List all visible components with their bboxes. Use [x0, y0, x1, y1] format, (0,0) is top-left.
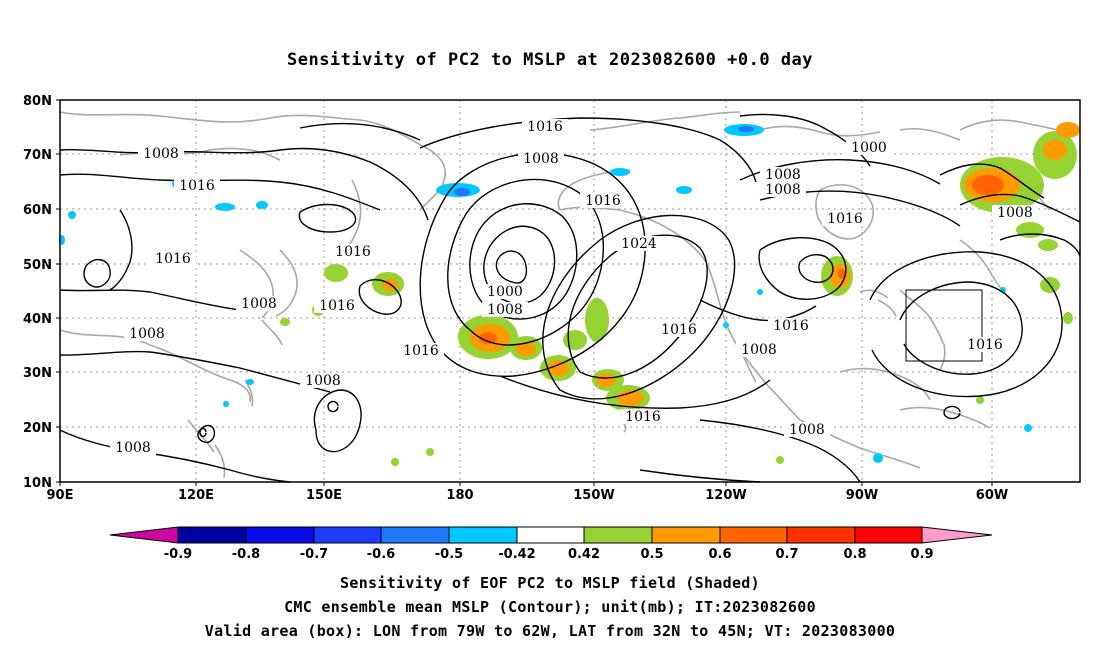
- contour-label: 1016: [625, 409, 661, 425]
- colorbar-label: -0.42: [498, 547, 535, 562]
- map-title: Sensitivity of PC2 to MSLP at 2023082600…: [286, 50, 813, 70]
- lat-label: 50N: [23, 258, 52, 273]
- colorbar-segment: [719, 526, 788, 544]
- colorbar-label: 0.6: [708, 547, 731, 562]
- contour-label: 1000: [851, 140, 887, 156]
- latitude-labels: 80N 70N 60N 50N 40N 30N 20N 10N: [23, 94, 52, 491]
- lat-label: 60N: [23, 203, 52, 218]
- lat-label: 10N: [23, 476, 52, 491]
- lon-label: 120E: [178, 488, 214, 503]
- contour-label: 1008: [523, 151, 559, 167]
- colorbar-segment: [380, 526, 450, 544]
- contour-label: 1016: [403, 343, 439, 359]
- colorbar-segment: [177, 526, 247, 544]
- contour-label: 1016: [585, 193, 621, 209]
- colorbar-label: -0.9: [164, 547, 192, 562]
- contour-label: 1008: [143, 146, 179, 162]
- contour-label: 1016: [335, 244, 371, 260]
- colorbar-segment: [854, 526, 923, 544]
- contour-label: 1008: [129, 326, 165, 342]
- mslp-contours: [59, 113, 1081, 483]
- contour-label: 1016: [967, 337, 1003, 353]
- lon-label: 90W: [846, 488, 878, 503]
- contour-label: 1016: [773, 318, 809, 334]
- colorbar-label: 0.5: [640, 547, 663, 562]
- colorbar-label: 0.7: [775, 547, 798, 562]
- contour-label: 1008: [997, 205, 1033, 221]
- lon-label: 60W: [976, 488, 1008, 503]
- colorbar-label: -0.5: [435, 547, 463, 562]
- colorbar-segment: [786, 526, 856, 544]
- lat-label: 20N: [23, 421, 52, 436]
- colorbar-label: -0.8: [232, 547, 260, 562]
- contour-label: 1008: [305, 373, 341, 389]
- contour-label: 1016: [155, 251, 191, 267]
- lat-label: 40N: [23, 312, 52, 327]
- caption-line-2: CMC ensemble mean MSLP (Contour); unit(m…: [284, 598, 816, 616]
- contour-labels: 1016 1008 1016 1008 1016 1000 1008 1008 …: [110, 119, 1038, 456]
- contour-label: 1008: [765, 182, 801, 198]
- colorbar-label: -0.7: [300, 547, 328, 562]
- contour-label: 1016: [319, 298, 355, 314]
- caption-line-1: Sensitivity of EOF PC2 to MSLP field (Sh…: [340, 574, 760, 592]
- contour-label: 1016: [827, 211, 863, 227]
- contour-label: 1008: [741, 342, 777, 358]
- colorbar-segment: [245, 526, 315, 544]
- colorbar-segment: [651, 526, 721, 544]
- lon-label: 90E: [47, 488, 74, 503]
- colorbar-label: 0.8: [843, 547, 866, 562]
- lon-label: 150W: [573, 488, 614, 503]
- lat-label: 70N: [23, 148, 52, 163]
- contour-label: 1024: [621, 236, 657, 252]
- lon-label: 120W: [705, 488, 746, 503]
- contour-label: 1008: [765, 167, 801, 183]
- colorbar-label: -0.6: [367, 547, 395, 562]
- colorbar-segment: [516, 526, 585, 544]
- valid-area-box: [905, 289, 983, 362]
- contour-label: 1008: [115, 440, 151, 456]
- contour-label: 1016: [179, 178, 215, 194]
- lon-label: 150E: [306, 488, 342, 503]
- plot-area: [60, 100, 1080, 482]
- colorbar-label: 0.42: [568, 547, 600, 562]
- colorbar-right-arrow: [921, 526, 993, 544]
- caption-line-3: Valid area (box): LON from 79W to 62W, L…: [204, 622, 896, 640]
- lon-label: 180: [446, 488, 473, 503]
- contour-label: 1008: [241, 296, 277, 312]
- contour-label: 1000: [487, 284, 523, 300]
- contour-label: 1016: [527, 119, 563, 135]
- colorbar-left-arrow: [109, 526, 179, 544]
- axis-ticks: [56, 99, 993, 486]
- lat-label: 80N: [23, 94, 52, 109]
- contour-label: 1008: [487, 302, 523, 318]
- longitude-labels: 90E 120E 150E 180 150W 120W 90W 60W: [47, 488, 1009, 503]
- colorbar-segment: [448, 526, 518, 544]
- colorbar-segment: [313, 526, 382, 544]
- contour-label: 1016: [661, 322, 697, 338]
- colorbar-segment: [583, 526, 653, 544]
- plot-border: [59, 99, 1081, 483]
- colorbar: -0.9 -0.8 -0.7 -0.6 -0.5 -0.42 0.42 0.5 …: [109, 526, 993, 562]
- lat-label: 30N: [23, 366, 52, 381]
- contour-label: 1008: [789, 422, 825, 438]
- colorbar-label: 0.9: [910, 547, 933, 562]
